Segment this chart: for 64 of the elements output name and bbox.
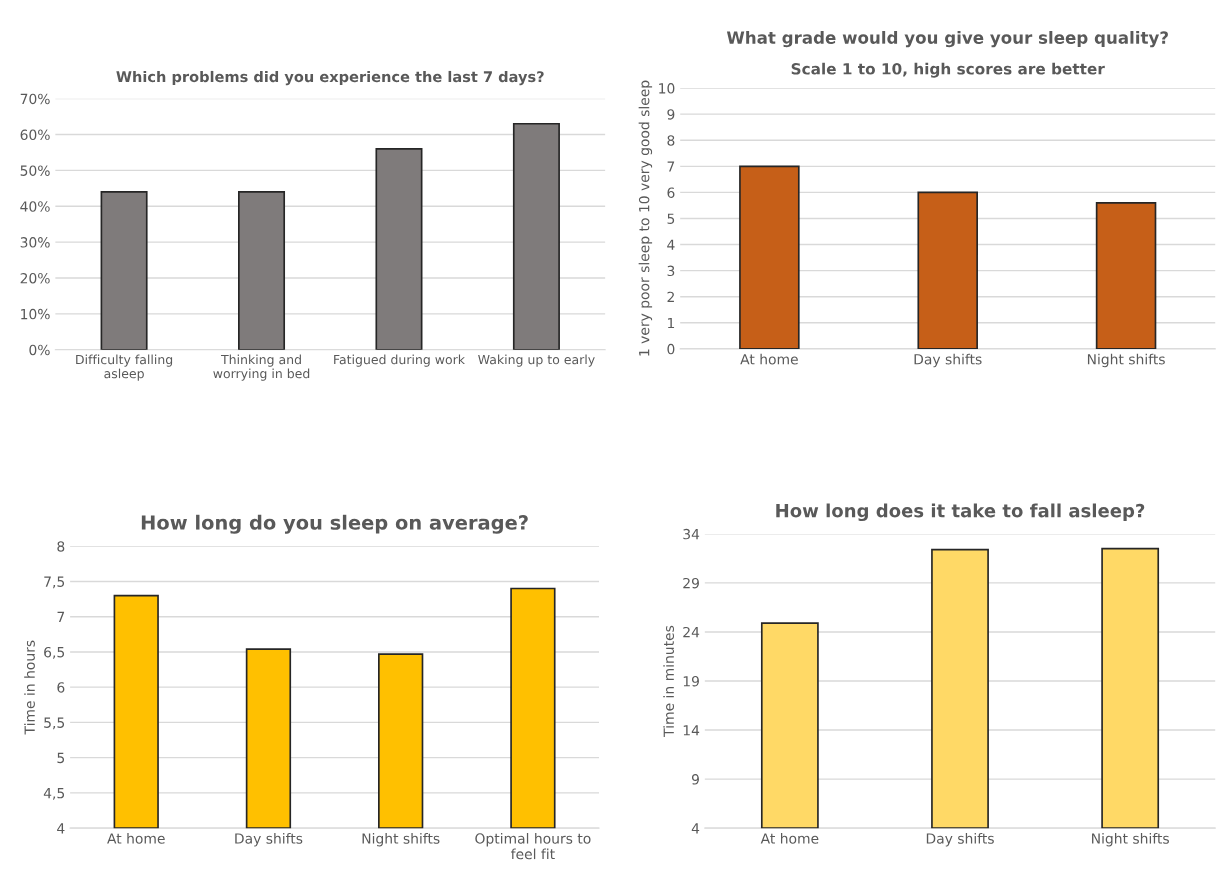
x-tick-label: Night shifts	[1087, 353, 1165, 368]
y-tick-label: 9	[667, 109, 675, 120]
y-tick-label: 10%	[21, 308, 50, 320]
bar	[238, 191, 286, 350]
chart-subtitle: Scale 1 to 10, high scores are better	[791, 62, 1105, 78]
y-tick-label: 6	[667, 187, 675, 198]
y-tick-label: 1	[668, 317, 675, 329]
y-tick-label: 20%	[20, 272, 50, 284]
y-tick-label: 5,5	[44, 717, 65, 730]
y-tick-label: 7,5	[44, 576, 65, 589]
chart-title: How long do you sleep on average?	[141, 514, 528, 534]
y-tick-label: 7	[667, 161, 675, 172]
y-tick-label: 0%	[29, 344, 50, 356]
y-axis-title: Time in minutes	[663, 625, 675, 737]
x-tick-label: Waking up to early	[478, 354, 595, 367]
y-tick-label: 24	[683, 626, 700, 638]
y-tick-label: 30%	[20, 237, 50, 248]
y-tick-label: 4	[691, 823, 700, 834]
bar	[512, 122, 560, 350]
bar	[1095, 202, 1157, 349]
y-tick-label: 50%	[20, 165, 50, 176]
x-tick-label: At home	[740, 353, 798, 365]
x-tick-label: Day shifts	[926, 833, 994, 847]
y-tick-label: 29	[683, 577, 699, 589]
y-tick-label: 8	[667, 135, 675, 146]
y-tick-label: 4	[667, 239, 675, 250]
y-tick-label: 6	[57, 682, 65, 693]
x-tick-label: Difficulty falling asleep	[76, 354, 173, 381]
y-tick-label: 9	[691, 774, 699, 785]
y-axis-title: Time in hours	[24, 640, 35, 735]
x-tick-label: Optimal hours to feel fit	[475, 833, 591, 860]
bar	[100, 191, 148, 350]
y-tick-label: 8	[57, 541, 65, 552]
y-tick-label: 3	[667, 265, 675, 277]
y-tick-label: 10	[659, 83, 675, 94]
x-tick-label: Night shifts	[362, 833, 440, 847]
y-tick-label: 4	[57, 823, 65, 834]
y-axis-title: 1 very poor sleep to 10 very good sleep	[638, 80, 653, 356]
x-tick-label: At home	[107, 833, 165, 844]
y-tick-label: 6,5	[44, 646, 65, 659]
y-tick-label: 7	[57, 611, 65, 622]
chart-title: Which problems did you experience the last 7 days?	[116, 70, 544, 86]
bar	[375, 148, 423, 350]
y-tick-label: 19	[683, 675, 699, 687]
x-tick-label: Thinking and worrying in bed	[213, 354, 310, 381]
y-tick-label: 34	[683, 528, 700, 540]
chart-title: What grade would you give your sleep quality?	[726, 30, 1168, 48]
y-tick-label: 4,5	[43, 788, 65, 800]
x-tick-label: Fatigued during work	[334, 354, 465, 367]
y-tick-label: 0	[667, 343, 675, 355]
x-tick-label: Day shifts	[235, 833, 303, 847]
x-tick-label: Night shifts	[1092, 833, 1169, 847]
y-tick-label: 2	[667, 291, 674, 302]
y-tick-label: 14	[683, 725, 700, 736]
y-tick-label: 5	[667, 213, 675, 224]
x-tick-label: Day shifts	[914, 353, 982, 368]
y-tick-label: 60%	[20, 129, 50, 141]
bar	[739, 165, 800, 349]
x-tick-label: At home	[760, 833, 819, 844]
y-tick-label: 5	[57, 752, 65, 764]
bar	[917, 191, 978, 349]
y-tick-label: 70%	[20, 93, 50, 105]
chart-title: How long does it take to fall asleep?	[776, 503, 1145, 522]
y-tick-label: 40%	[20, 201, 50, 212]
